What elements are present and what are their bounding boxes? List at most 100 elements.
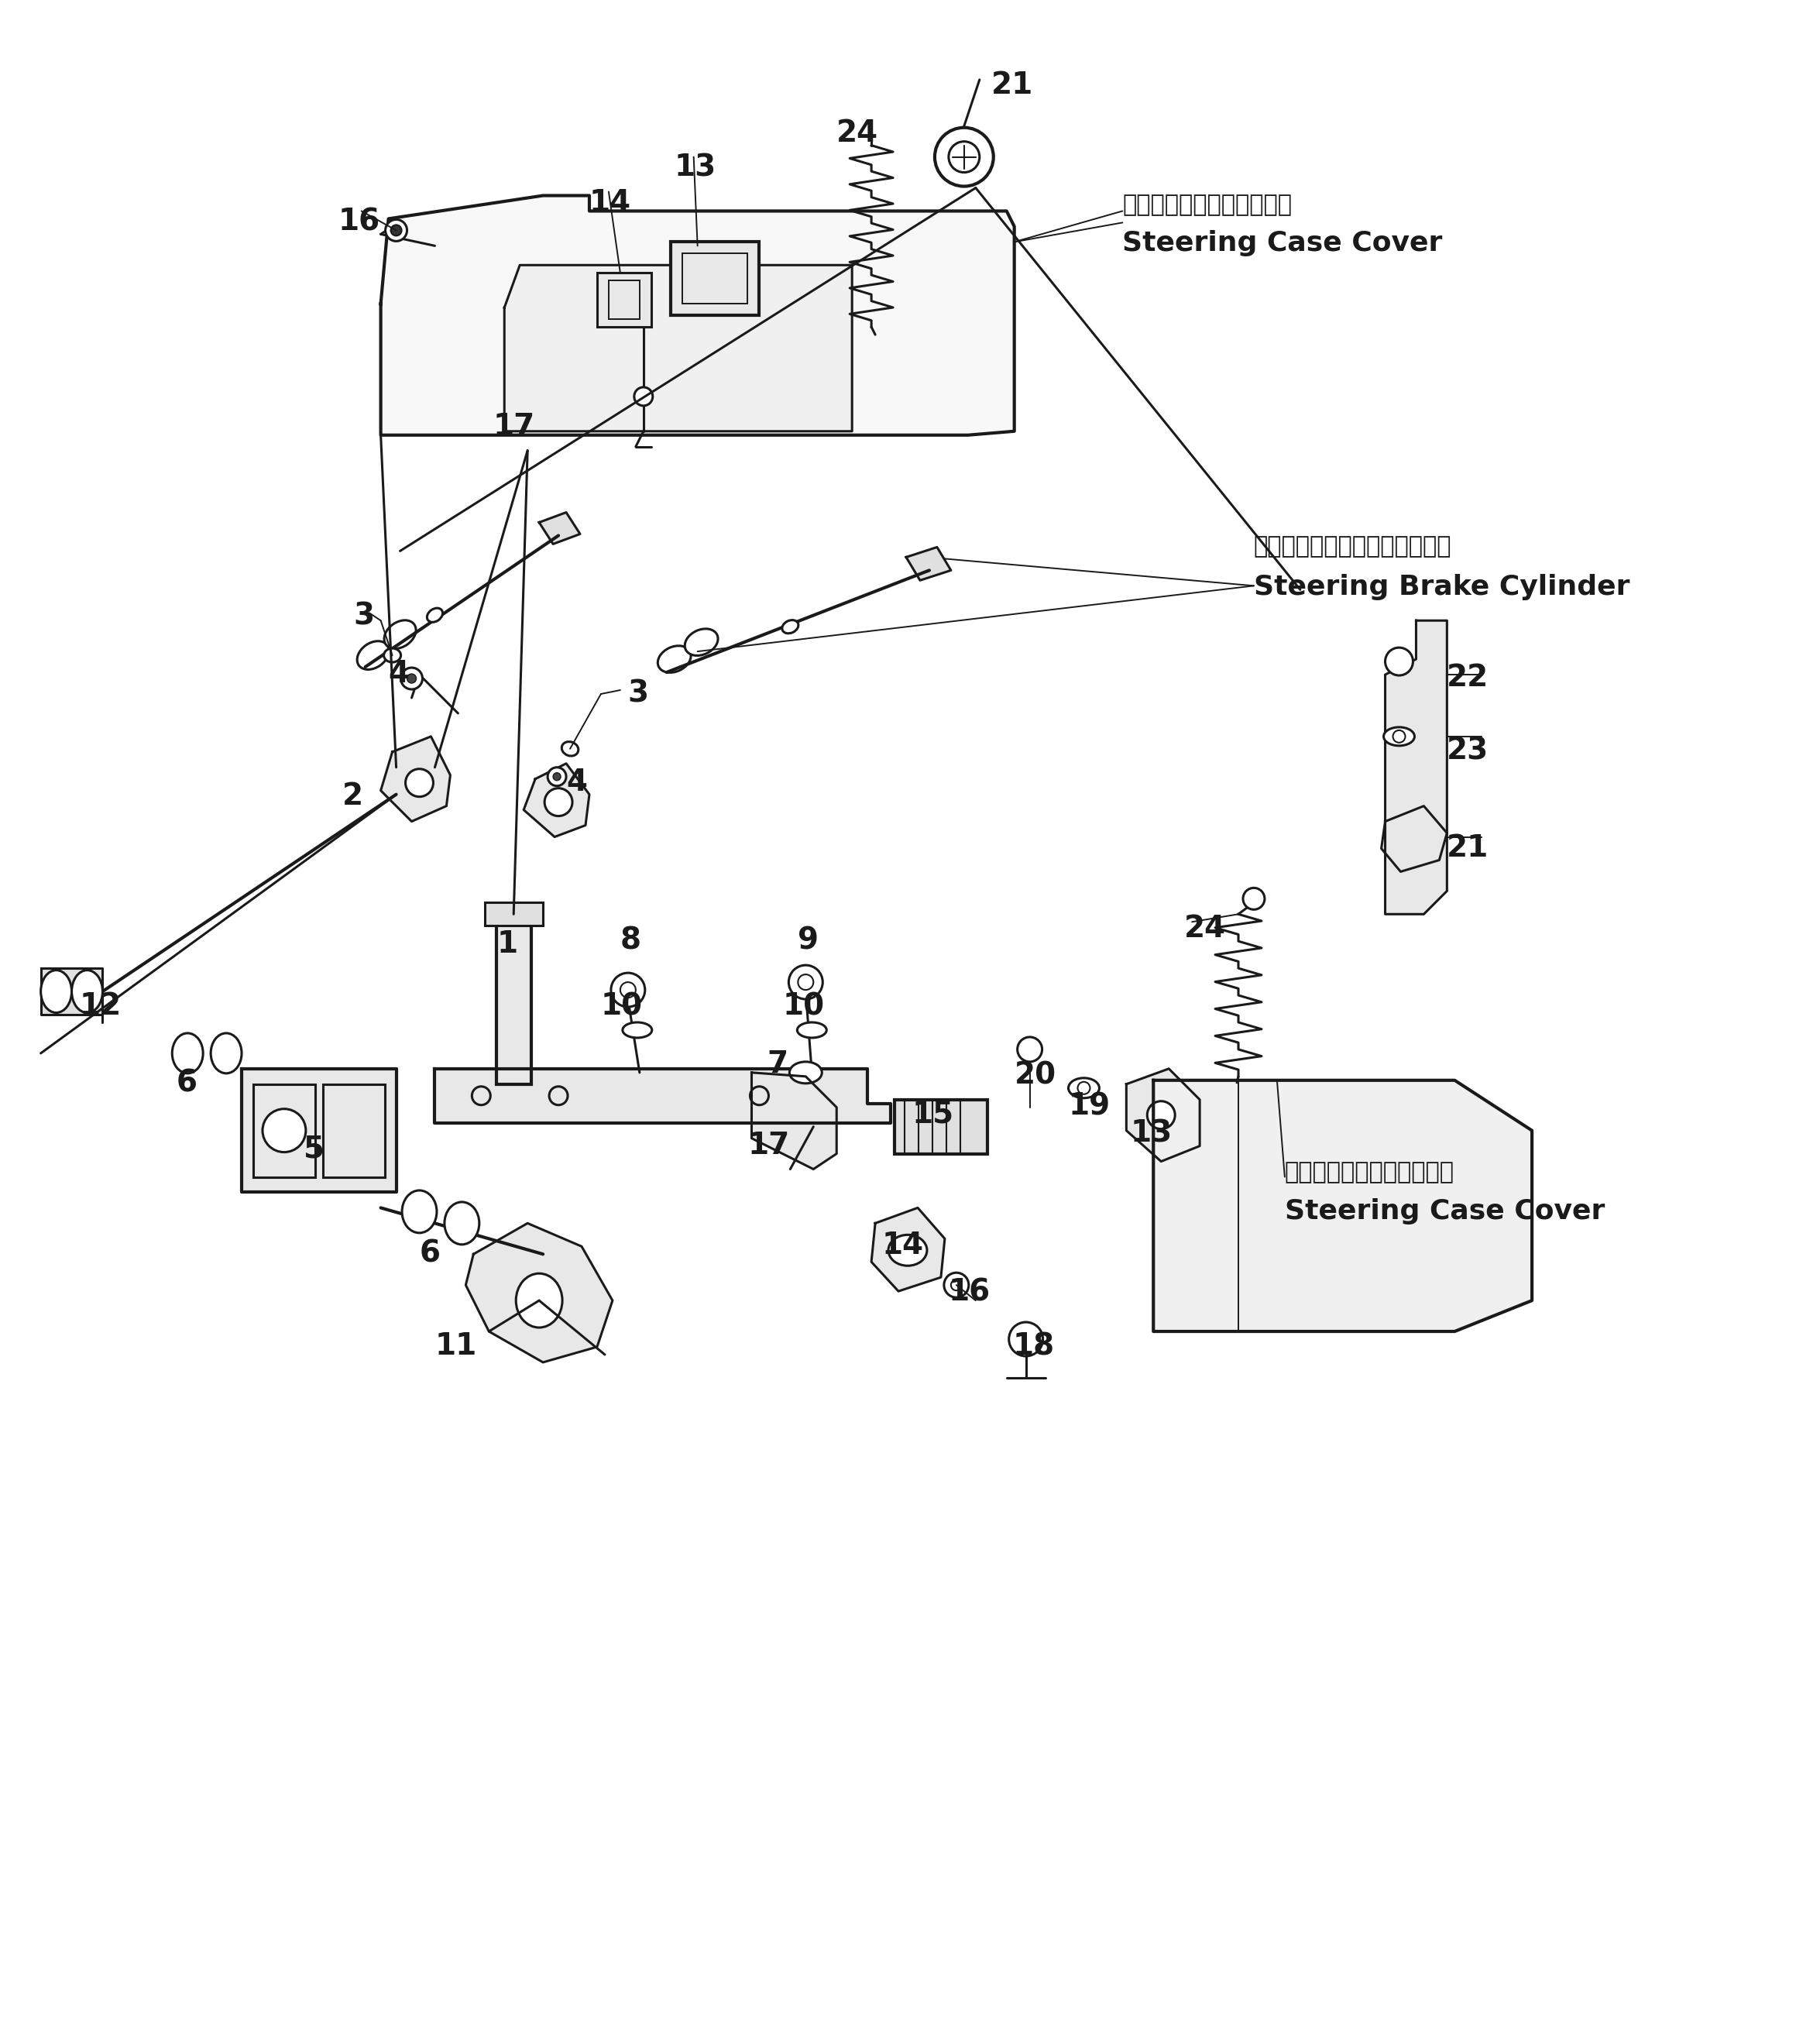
Polygon shape bbox=[1381, 806, 1447, 871]
Circle shape bbox=[788, 964, 823, 999]
Polygon shape bbox=[380, 195, 1014, 434]
Bar bbox=[253, 1084, 315, 1177]
Text: 5: 5 bbox=[304, 1135, 324, 1163]
Ellipse shape bbox=[173, 1033, 204, 1074]
Text: 14: 14 bbox=[881, 1230, 923, 1261]
Text: Steering Case Cover: Steering Case Cover bbox=[1123, 229, 1443, 256]
Text: 11: 11 bbox=[435, 1332, 477, 1360]
Text: 15: 15 bbox=[912, 1100, 954, 1129]
Polygon shape bbox=[504, 266, 852, 430]
Ellipse shape bbox=[40, 970, 71, 1013]
Polygon shape bbox=[242, 1068, 397, 1192]
Text: ステアリングケースカバー: ステアリングケースカバー bbox=[1123, 195, 1292, 217]
Bar bbox=[682, 254, 748, 304]
Text: 21: 21 bbox=[992, 71, 1034, 99]
Text: 22: 22 bbox=[1447, 664, 1489, 692]
Text: Steering Case Cover: Steering Case Cover bbox=[1285, 1198, 1605, 1224]
Polygon shape bbox=[1127, 1068, 1199, 1161]
Circle shape bbox=[948, 142, 979, 173]
Circle shape bbox=[1008, 1322, 1043, 1356]
Ellipse shape bbox=[384, 621, 417, 650]
Text: 17: 17 bbox=[748, 1131, 790, 1159]
Bar bbox=[322, 1084, 384, 1177]
Bar bbox=[486, 903, 542, 926]
Circle shape bbox=[544, 788, 571, 816]
Ellipse shape bbox=[657, 646, 692, 672]
Text: 10: 10 bbox=[601, 991, 642, 1021]
Ellipse shape bbox=[684, 629, 717, 656]
Circle shape bbox=[633, 388, 653, 406]
Ellipse shape bbox=[402, 1190, 437, 1232]
Polygon shape bbox=[539, 512, 581, 544]
Text: 8: 8 bbox=[621, 926, 641, 956]
Text: 7: 7 bbox=[766, 1050, 788, 1078]
Ellipse shape bbox=[357, 641, 389, 670]
Text: 6: 6 bbox=[177, 1068, 197, 1098]
Polygon shape bbox=[435, 1068, 890, 1123]
Text: 4: 4 bbox=[388, 660, 410, 688]
Polygon shape bbox=[380, 737, 450, 822]
Circle shape bbox=[391, 225, 402, 235]
Circle shape bbox=[935, 128, 994, 187]
Circle shape bbox=[400, 668, 422, 690]
Circle shape bbox=[386, 219, 408, 242]
Ellipse shape bbox=[622, 1023, 652, 1037]
Circle shape bbox=[1243, 887, 1265, 909]
Text: 16: 16 bbox=[339, 207, 380, 238]
Text: 24: 24 bbox=[837, 118, 879, 148]
Circle shape bbox=[945, 1273, 968, 1297]
Text: 9: 9 bbox=[797, 926, 819, 956]
Text: 6: 6 bbox=[419, 1238, 440, 1269]
Ellipse shape bbox=[797, 1023, 826, 1037]
Ellipse shape bbox=[428, 609, 442, 621]
Polygon shape bbox=[466, 1224, 613, 1362]
Text: Steering Brake Cylinder: Steering Brake Cylinder bbox=[1254, 574, 1631, 601]
Ellipse shape bbox=[71, 970, 102, 1013]
Ellipse shape bbox=[515, 1273, 562, 1328]
Ellipse shape bbox=[444, 1202, 479, 1244]
Polygon shape bbox=[1154, 1080, 1532, 1332]
Text: 14: 14 bbox=[590, 189, 632, 217]
Polygon shape bbox=[752, 1072, 837, 1169]
Circle shape bbox=[612, 972, 644, 1007]
Circle shape bbox=[262, 1108, 306, 1153]
Text: 3: 3 bbox=[353, 601, 375, 631]
Bar bbox=[597, 272, 652, 327]
Text: 16: 16 bbox=[948, 1277, 990, 1307]
Circle shape bbox=[1147, 1100, 1176, 1129]
Text: 13: 13 bbox=[675, 152, 717, 183]
Ellipse shape bbox=[1383, 727, 1414, 745]
Text: 17: 17 bbox=[493, 412, 535, 441]
Text: 3: 3 bbox=[628, 678, 650, 708]
Text: 13: 13 bbox=[1130, 1119, 1172, 1149]
Text: 19: 19 bbox=[1068, 1092, 1110, 1121]
Bar bbox=[895, 1100, 986, 1153]
Ellipse shape bbox=[211, 1033, 242, 1074]
Text: 2: 2 bbox=[342, 782, 364, 810]
Circle shape bbox=[406, 769, 433, 796]
Polygon shape bbox=[872, 1208, 945, 1291]
Ellipse shape bbox=[384, 648, 400, 662]
Text: 21: 21 bbox=[1447, 832, 1489, 863]
Circle shape bbox=[1385, 648, 1412, 676]
Bar bbox=[497, 914, 531, 1084]
Polygon shape bbox=[524, 763, 590, 836]
Text: 12: 12 bbox=[80, 991, 122, 1021]
Text: 23: 23 bbox=[1447, 737, 1489, 765]
Ellipse shape bbox=[790, 1062, 823, 1084]
Circle shape bbox=[548, 767, 566, 786]
Text: ステアリングブレーキシリンダ: ステアリングブレーキシリンダ bbox=[1254, 536, 1452, 558]
Circle shape bbox=[408, 674, 417, 684]
Text: 1: 1 bbox=[497, 930, 517, 958]
Circle shape bbox=[553, 773, 561, 780]
Text: 24: 24 bbox=[1185, 914, 1227, 944]
Polygon shape bbox=[906, 548, 950, 581]
Circle shape bbox=[1017, 1037, 1043, 1062]
Ellipse shape bbox=[562, 741, 579, 755]
Text: 18: 18 bbox=[1012, 1332, 1054, 1360]
Bar bbox=[608, 280, 639, 319]
Polygon shape bbox=[1385, 621, 1447, 914]
Ellipse shape bbox=[1068, 1078, 1099, 1098]
Text: 4: 4 bbox=[566, 767, 588, 798]
Ellipse shape bbox=[888, 1234, 926, 1267]
